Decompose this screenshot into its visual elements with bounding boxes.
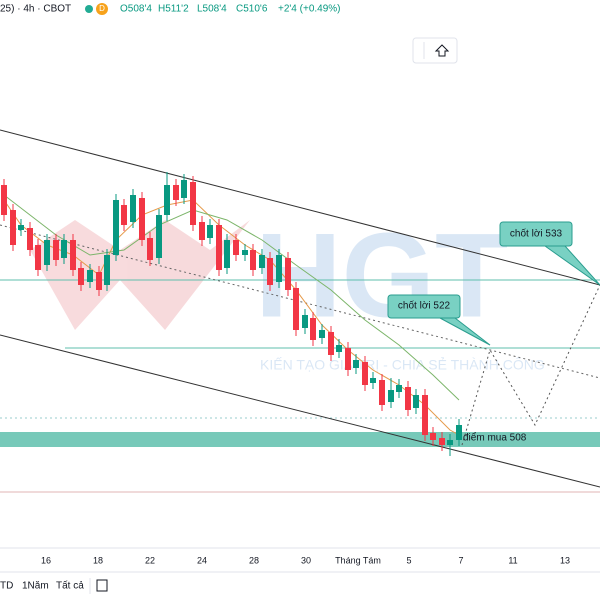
x-label: 18 (93, 555, 103, 565)
up-icon[interactable] (434, 44, 450, 57)
range-button[interactable]: TD (0, 581, 13, 592)
x-label: 22 (145, 555, 155, 565)
x-label: 13 (560, 555, 570, 565)
calendar-icon[interactable] (96, 579, 108, 592)
ma-fast (3, 199, 460, 436)
range-button[interactable]: Tất cả (56, 580, 84, 592)
watermark-slogan: KIẾN TẠO GIÁ TRỊ - CHIA SẺ THÀNH CÔNG (260, 357, 545, 373)
x-label: 7 (458, 555, 463, 565)
toolbar-box[interactable] (412, 37, 458, 64)
x-label: 11 (508, 555, 517, 565)
x-label: Tháng Tám (335, 555, 381, 565)
buy-label: điểm mua 508 (463, 432, 527, 444)
change: +2'4 (+0.49%) (278, 4, 341, 15)
close: C510'6 (236, 4, 268, 15)
callout-text: chốt lời 533 (510, 228, 563, 240)
ma-slow (3, 194, 460, 401)
channel-mid (0, 224, 600, 379)
callout-pointer (544, 245, 600, 286)
status-dot (85, 5, 93, 13)
callout-box (387, 294, 461, 319)
open: O508'4 (120, 4, 152, 15)
x-label: 28 (249, 555, 259, 565)
x-label: 30 (301, 555, 311, 565)
callout-pointer (439, 317, 491, 346)
callout-text: chốt lời 522 (398, 300, 451, 312)
callout-box (499, 221, 573, 247)
x-label: 16 (41, 555, 51, 565)
low: L508'4 (197, 4, 227, 15)
x-label: 24 (197, 555, 207, 565)
range-button[interactable]: 1Năm (22, 581, 49, 592)
channel-line (0, 129, 600, 286)
channel-line (0, 334, 600, 488)
badge: D (99, 4, 105, 13)
high: H511'2 (158, 4, 189, 15)
badge-bg (96, 3, 108, 15)
x-label: 5 (406, 555, 411, 565)
symbol: 25) · 4h · CBOT (0, 4, 71, 15)
